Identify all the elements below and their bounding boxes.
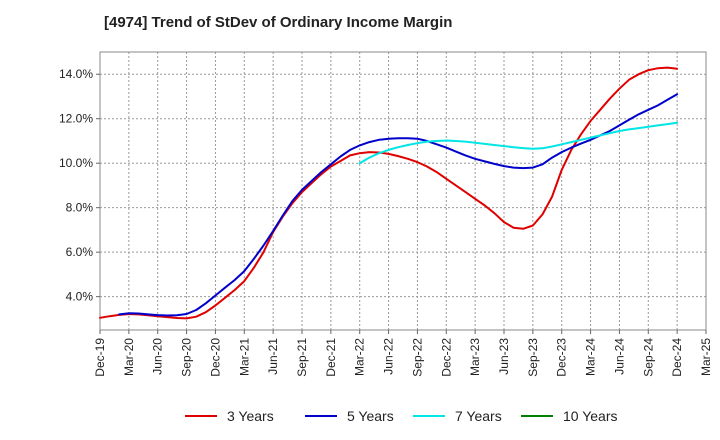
x-tick-label: Mar-21 <box>237 338 251 376</box>
legend-item: 7 Years <box>413 404 502 428</box>
legend-label: 3 Years <box>227 408 274 424</box>
x-axis: Dec-19 Mar-20 Jun-20 Sep-20 Dec-20 Mar-21 Jun-… <box>93 330 713 377</box>
x-tick-label: Sep-23 <box>526 338 540 377</box>
x-tick-label: Sep-20 <box>180 338 194 377</box>
y-tick-label: 14.0% <box>59 67 93 81</box>
y-tick-label: 4.0% <box>66 290 94 304</box>
series-lines <box>99 66 679 320</box>
legend-label: 10 Years <box>563 408 618 424</box>
chart-title: [4974] Trend of StDev of Ordinary Income… <box>104 14 453 31</box>
legend-item: 5 Years <box>305 404 394 428</box>
x-tick-label: Dec-21 <box>324 338 338 377</box>
x-tick-label: Sep-22 <box>410 338 424 377</box>
y-axis: 4.0% 6.0% 8.0% 10.0% 12.0% 14.0% <box>59 67 100 304</box>
plot-area-border <box>99 51 707 331</box>
x-tick-label: Dec-22 <box>439 338 453 377</box>
legend: 3 Years 5 Years 7 Years 10 Years <box>0 404 720 428</box>
y-tick-label: 10.0% <box>59 156 93 170</box>
series-line-3-years <box>99 66 679 320</box>
x-tick-label: Jun-22 <box>382 338 396 375</box>
series-line-5-years <box>118 93 679 317</box>
x-tick-label: Mar-23 <box>468 338 482 376</box>
legend-swatch <box>185 415 217 417</box>
y-tick-label: 6.0% <box>66 245 94 259</box>
legend-item: 10 Years <box>521 404 618 428</box>
x-tick-label: Sep-24 <box>641 338 655 377</box>
x-tick-label: Dec-23 <box>555 338 569 377</box>
x-tick-label: Mar-25 <box>699 338 713 376</box>
x-tick-label: Sep-21 <box>295 338 309 377</box>
grid-lines <box>100 52 706 330</box>
series-line-7-years <box>358 121 679 165</box>
x-tick-label: Dec-19 <box>93 338 107 377</box>
legend-swatch <box>521 415 553 417</box>
y-tick-label: 12.0% <box>59 112 93 126</box>
x-tick-label: Mar-22 <box>353 338 367 376</box>
legend-label: 5 Years <box>347 408 394 424</box>
legend-item: 3 Years <box>185 404 274 428</box>
x-tick-label: Jun-21 <box>266 338 280 375</box>
x-tick-label: Jun-23 <box>497 338 511 375</box>
legend-swatch <box>413 415 445 417</box>
x-tick-label: Mar-24 <box>584 338 598 376</box>
x-tick-label: Dec-24 <box>670 338 684 377</box>
x-tick-label: Jun-20 <box>151 338 165 375</box>
x-tick-label: Jun-24 <box>612 338 626 375</box>
y-tick-label: 8.0% <box>66 201 94 215</box>
legend-swatch <box>305 415 337 417</box>
x-tick-label: Dec-20 <box>208 338 222 377</box>
legend-label: 7 Years <box>455 408 502 424</box>
x-tick-label: Mar-20 <box>122 338 136 376</box>
